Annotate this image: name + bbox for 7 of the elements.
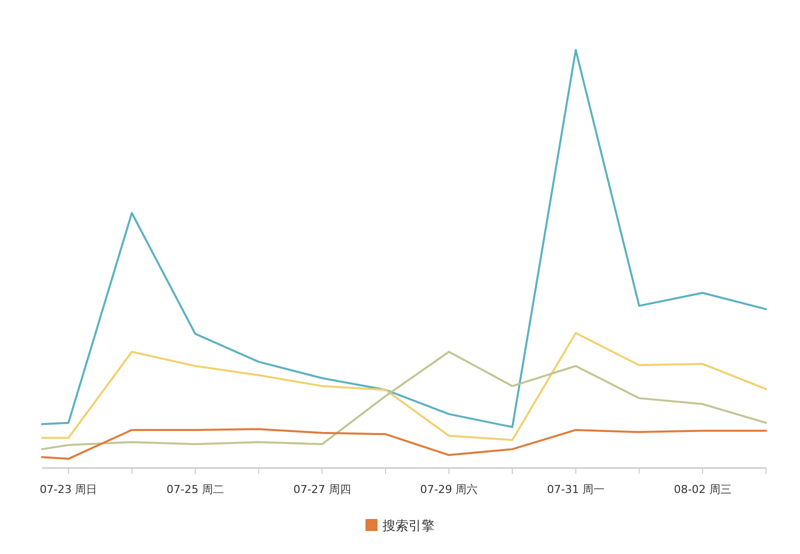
x-tick-label: 07-29 周六 xyxy=(420,483,478,496)
legend-label: 搜索引擎 xyxy=(382,519,434,534)
x-tick-label: 07-31 周一 xyxy=(547,483,604,496)
x-tick-label: 07-25 周二 xyxy=(166,483,224,496)
x-tick-label: 08-02 周三 xyxy=(674,483,732,496)
x-tick-label: 07-27 周四 xyxy=(293,483,351,496)
x-tick-label: 07-23 周日 xyxy=(40,483,98,496)
